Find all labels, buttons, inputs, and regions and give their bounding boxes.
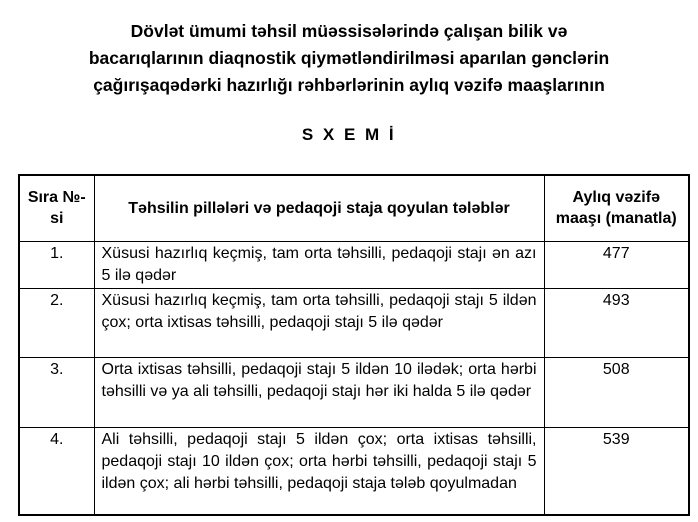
title-line-3: çağırışaqədərki hazırlığı rəhbərlərinin … <box>93 75 605 95</box>
row-salary: 493 <box>543 287 690 358</box>
document-title: Dövlət ümumi təhsil müəssisələrində çalı… <box>0 0 698 99</box>
table-row: 1. Xüsusi hazırlıq keçmiş, tam orta təhs… <box>18 240 690 289</box>
salary-table: Sıra №-si Təhsilin pillələri və pedaqoji… <box>18 174 690 516</box>
table-row: 3. Orta ixtisas təhsilli, pedaqoji stajı… <box>18 356 690 428</box>
header-description: Təhsilin pillələri və pedaqoji staja qoy… <box>93 174 545 242</box>
table-row: 4. Ali təhsilli, pedaqoji stajı 5 ildən … <box>18 426 690 516</box>
row-salary: 508 <box>543 356 690 428</box>
header-number: Sıra №-si <box>18 174 95 242</box>
row-number: 4. <box>18 426 95 516</box>
row-description: Ali təhsilli, pedaqoji stajı 5 ildən çox… <box>93 426 545 516</box>
title-line-1: Dövlət ümumi təhsil müəssisələrində çalı… <box>130 21 568 41</box>
row-number: 1. <box>18 240 95 289</box>
scheme-heading: S X E M İ <box>301 125 397 144</box>
row-number: 2. <box>18 287 95 358</box>
table-row: 2. Xüsusi hazırlıq keçmiş, tam orta təhs… <box>18 287 690 358</box>
title-line-2: bacarıqlarının diaqnostik qiymətləndiril… <box>88 48 610 68</box>
row-description: Xüsusi hazırlıq keçmiş, tam orta təhsill… <box>93 240 545 289</box>
row-description: Xüsusi hazırlıq keçmiş, tam orta təhsill… <box>93 287 545 358</box>
table-header-row: Sıra №-si Təhsilin pillələri və pedaqoji… <box>18 174 690 242</box>
header-salary: Aylıq vəzifə maaşı (manatla) <box>543 174 690 242</box>
row-description: Orta ixtisas təhsilli, pedaqoji stajı 5 … <box>93 356 545 428</box>
row-number: 3. <box>18 356 95 428</box>
row-salary: 477 <box>543 240 690 289</box>
row-salary: 539 <box>543 426 690 516</box>
